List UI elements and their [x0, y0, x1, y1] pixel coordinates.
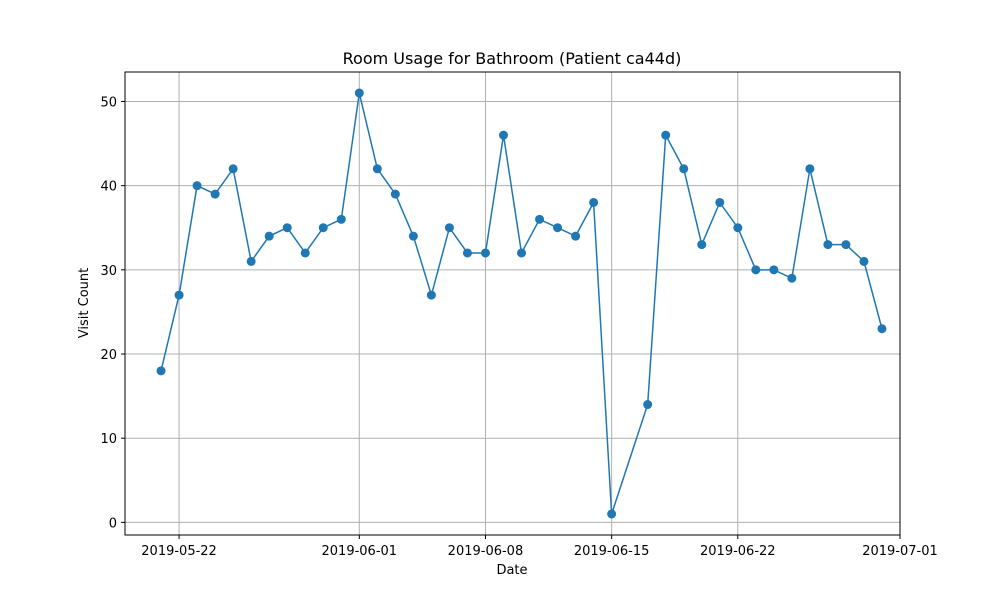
data-point — [372, 164, 382, 174]
grid-layer — [125, 72, 901, 535]
data-point — [571, 231, 581, 241]
chart-title: Room Usage for Bathroom (Patient ca44d) — [343, 49, 682, 68]
data-point — [390, 189, 400, 199]
data-point — [246, 256, 256, 266]
data-point — [354, 88, 364, 98]
plot-frame — [124, 71, 901, 536]
x-tick-label: 2019-07-01 — [862, 544, 938, 559]
data-point — [805, 164, 815, 174]
data-point — [426, 290, 436, 300]
data-point — [877, 324, 887, 334]
series-line — [160, 92, 883, 515]
x-axis-label: Date — [496, 563, 527, 578]
data-point — [192, 181, 202, 191]
data-point — [787, 273, 797, 283]
data-point — [697, 240, 707, 250]
data-point — [282, 223, 292, 233]
data-point — [228, 164, 238, 174]
data-point — [336, 214, 346, 224]
data-point — [607, 509, 617, 519]
data-point — [679, 164, 689, 174]
data-point — [733, 223, 743, 233]
y-tick-label: 20 — [100, 348, 117, 363]
data-point — [661, 130, 671, 140]
data-point — [751, 265, 761, 275]
y-tick-label: 0 — [109, 516, 117, 531]
data-point — [859, 256, 869, 266]
data-point — [517, 248, 527, 258]
y-axis-label: Visit Count — [77, 268, 92, 338]
data-point — [769, 265, 779, 275]
x-tick-label: 2019-06-22 — [700, 544, 776, 559]
data-point — [480, 248, 490, 258]
data-point — [318, 223, 328, 233]
x-tick-label: 2019-06-15 — [574, 544, 650, 559]
x-tick-label: 2019-06-08 — [448, 544, 524, 559]
data-point — [462, 248, 472, 258]
data-point — [156, 366, 166, 376]
y-tick-label: 50 — [100, 95, 117, 110]
data-point — [535, 214, 545, 224]
ticks-layer: 2019-05-22 2019-06-01 2019-06-08 2019-06-15… — [100, 95, 937, 559]
data-point — [210, 189, 220, 199]
y-tick-label: 30 — [100, 264, 117, 279]
data-point — [264, 231, 274, 241]
data-point — [823, 240, 833, 250]
series-layer — [156, 88, 887, 519]
data-point — [715, 197, 725, 207]
data-point — [408, 231, 418, 241]
data-point — [589, 197, 599, 207]
data-point — [841, 240, 851, 250]
data-point — [553, 223, 563, 233]
data-point — [444, 223, 454, 233]
data-point — [300, 248, 310, 258]
x-tick-label: 2019-06-01 — [322, 544, 398, 559]
data-point — [643, 400, 653, 410]
x-tick-label: 2019-05-22 — [141, 544, 217, 559]
y-tick-label: 40 — [100, 180, 117, 195]
data-point — [498, 130, 508, 140]
data-point — [174, 290, 184, 300]
y-tick-label: 10 — [100, 432, 117, 447]
